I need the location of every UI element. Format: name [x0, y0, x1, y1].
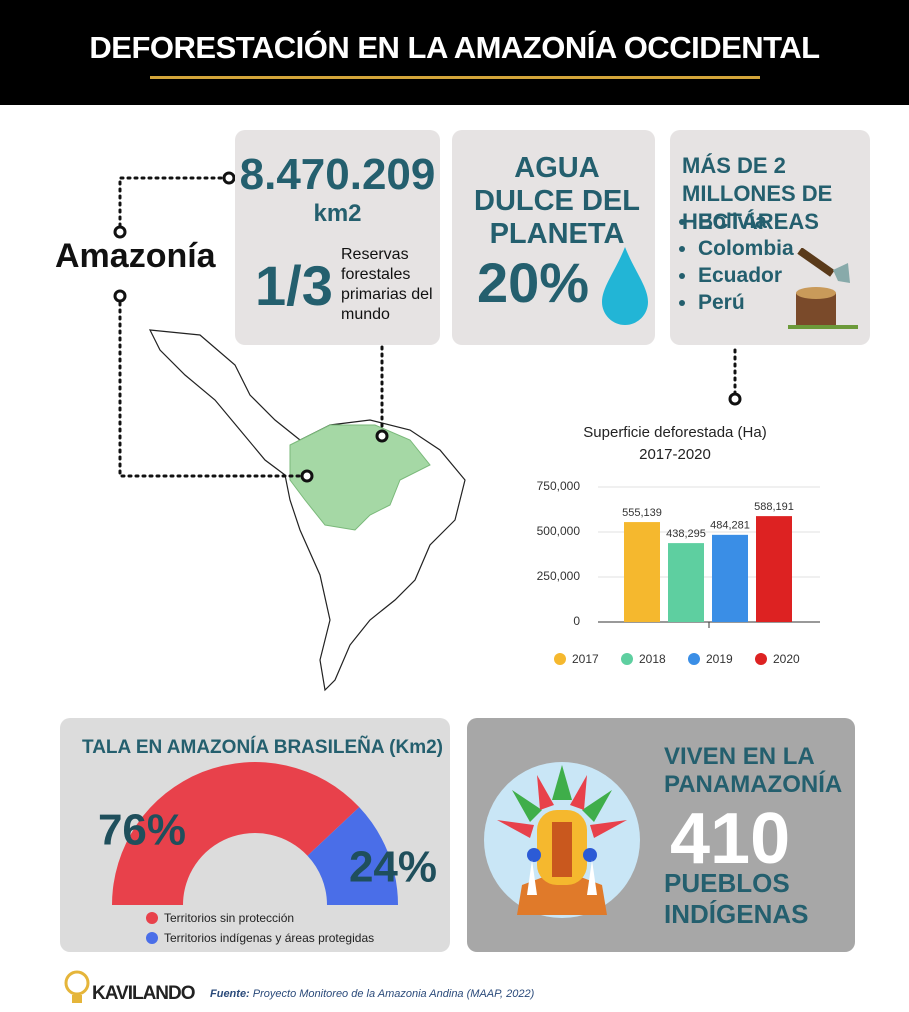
- country: Perú: [698, 289, 794, 316]
- legend-swatch: [755, 653, 767, 665]
- country-list: BoliviaColombiaEcuadorPerú: [670, 208, 794, 316]
- connector: [118, 176, 384, 478]
- chart-title: TALA EN AMAZONÍA BRASILEÑA (Km2): [82, 736, 443, 758]
- y-tick-label: 750,000: [537, 479, 581, 493]
- water-drop: [602, 247, 648, 325]
- card-area: 8.470.209 km2 1/3 Reservas forestales pr…: [235, 130, 440, 345]
- value-label: 76%: [98, 806, 186, 855]
- country: Bolivia: [698, 208, 794, 235]
- y-tick-label: 250,000: [537, 569, 581, 583]
- population-figure: 410: [670, 799, 791, 879]
- chart-subtitle: 2017-2020: [639, 446, 711, 463]
- continent-outline: [148, 329, 466, 692]
- half-donut-chart: TALA EN AMAZONÍA BRASILEÑA (Km2) 76% Terri…: [82, 736, 443, 945]
- legend-label: 2019: [706, 652, 733, 666]
- legend-swatch: [554, 653, 566, 665]
- value-label: 555,139: [622, 507, 662, 519]
- legend-swatch: [146, 912, 158, 924]
- legend-swatch: [688, 653, 700, 665]
- bar: [668, 543, 704, 622]
- country: Ecuador: [698, 262, 794, 289]
- header: DEFORESTACIÓN EN LA AMAZONÍA OCCIDENTAL: [0, 0, 909, 105]
- donut-segment: [307, 807, 398, 905]
- brand: KAVILANDO: [92, 983, 196, 1004]
- panel-population: VIVEN EN LA PANAMAZONÍA 410 PUEBLOS INDÍ…: [467, 718, 855, 952]
- card-text: Reservas forestales primarias del mundo: [341, 246, 433, 323]
- y-tick-label: 500,000: [537, 524, 581, 538]
- fraction: 1/3: [255, 254, 333, 317]
- population-title: VIVEN EN LA PANAMAZONÍA: [664, 743, 843, 798]
- card-title: MÁS DE 2 MILLONES DE HECTÁREAS: [682, 153, 833, 234]
- legend-swatch: [146, 932, 158, 944]
- donut-segment: [112, 762, 360, 905]
- panel-logging: [60, 718, 450, 952]
- chart-title: Superficie deforestada (Ha): [583, 424, 766, 441]
- value-label: 438,295: [666, 528, 706, 540]
- source: Fuente: Proyecto Monitoreo de la Amazoni…: [210, 988, 534, 1000]
- bar: [756, 516, 792, 622]
- unit: km2: [313, 200, 362, 227]
- value-label: 24%: [349, 843, 437, 892]
- map-label: Amazonía: [55, 237, 216, 275]
- title: DEFORESTACIÓN EN LA AMAZONÍA OCCIDENTAL: [89, 30, 820, 65]
- connector-dots: [113, 171, 742, 483]
- value-label: 484,281: [710, 520, 750, 532]
- legend-swatch: [621, 653, 633, 665]
- amazon-region: [289, 424, 431, 531]
- source-label: Fuente:: [210, 988, 250, 1000]
- bar-chart: Superficie deforestada (Ha) 2017-2020 0 250…: [537, 424, 820, 666]
- y-tick-label: 0: [573, 614, 580, 628]
- indigenous-icon: [484, 762, 640, 918]
- map-layer: [113, 171, 742, 692]
- legend-label: Territorios indígenas y áreas protegidas: [164, 931, 374, 945]
- title-underline: [150, 76, 760, 79]
- legend-label: Territorios sin protección: [164, 911, 294, 925]
- figure: 8.470.209: [239, 150, 436, 199]
- legend-label: 2018: [639, 652, 666, 666]
- card-title: AGUA DULCE DEL PLANETA: [474, 152, 640, 250]
- figure: 20%: [477, 251, 590, 314]
- population-caption: PUEBLOS INDÍGENAS: [664, 868, 809, 929]
- legend-label: 2020: [773, 652, 800, 666]
- card-hectares: MÁS DE 2 MILLONES DE HECTÁREAS BoliviaCo…: [670, 130, 870, 345]
- stump-icon: [788, 248, 858, 329]
- legend-label: 2017: [572, 652, 599, 666]
- card-water: AGUA DULCE DEL PLANETA 20%: [452, 130, 655, 345]
- bar: [712, 534, 748, 622]
- value-label: 588,191: [754, 501, 794, 513]
- bar: [624, 522, 660, 622]
- source-text: Proyecto Monitoreo de la Amazonia Andina…: [252, 988, 535, 1000]
- country: Colombia: [698, 235, 794, 262]
- logo-icon: [64, 970, 90, 1003]
